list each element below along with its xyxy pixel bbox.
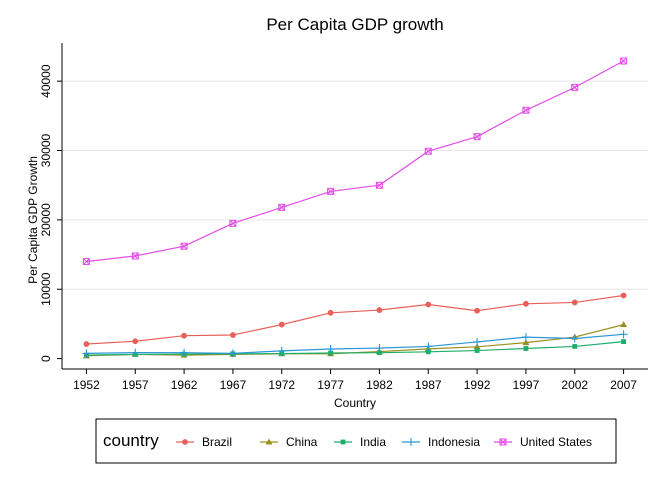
point-united-states-1952 — [82, 257, 90, 265]
point-united-states-1972 — [278, 203, 286, 211]
legend-swatch-marker-indonesia — [407, 438, 415, 446]
legend-label-indonesia: Indonesia — [428, 435, 480, 449]
point-brazil-1952 — [83, 341, 90, 347]
x-tick-label-1952: 1952 — [73, 378, 100, 392]
point-india-1982 — [377, 350, 382, 356]
point-india-1992 — [474, 348, 480, 353]
point-indonesia-1972 — [277, 346, 286, 355]
x-tick-label-1982: 1982 — [366, 378, 393, 392]
x-tick-label-1992: 1992 — [464, 378, 491, 392]
point-united-states-1982 — [375, 181, 383, 189]
point-brazil-2007 — [620, 292, 627, 299]
point-india-2007 — [621, 339, 626, 345]
point-united-states-2007 — [620, 57, 628, 65]
x-axis-title: Country — [334, 396, 376, 410]
legend-title: country — [103, 431, 159, 450]
y-tick-label-30000: 30000 — [39, 134, 53, 168]
x-tick-label-1977: 1977 — [317, 378, 344, 392]
point-indonesia-1997 — [521, 333, 530, 342]
point-china-1992 — [473, 343, 481, 350]
legend-item-indonesia: Indonesia — [402, 435, 480, 449]
point-brazil-1982 — [376, 307, 383, 313]
point-indonesia-1967 — [228, 349, 237, 358]
point-brazil-1977 — [327, 309, 334, 316]
point-indonesia-1952 — [82, 349, 91, 358]
legend-label-china: China — [286, 435, 318, 449]
x-tick-label-1972: 1972 — [268, 378, 295, 392]
point-united-states-1987 — [424, 147, 432, 155]
legend-swatch-marker-brazil — [182, 439, 188, 445]
point-china-1997 — [522, 339, 530, 346]
legend-item-united-states: United States — [494, 435, 592, 449]
point-brazil-1962 — [181, 332, 187, 339]
point-indonesia-2002 — [570, 334, 579, 343]
point-united-states-1997 — [522, 106, 530, 114]
point-indonesia-2007 — [619, 330, 628, 339]
point-india-1997 — [523, 346, 529, 351]
x-tick-label-2007: 2007 — [610, 378, 637, 392]
point-brazil-1997 — [523, 300, 529, 307]
y-tick-label-40000: 40000 — [39, 64, 53, 98]
point-indonesia-1957 — [131, 348, 140, 357]
point-brazil-1957 — [132, 338, 139, 345]
point-united-states-1977 — [327, 187, 335, 195]
point-brazil-1972 — [278, 321, 285, 328]
point-india-1987 — [425, 349, 431, 355]
x-tick-label-2002: 2002 — [561, 378, 588, 392]
x-tick-label-1997: 1997 — [513, 378, 540, 392]
x-axis-ticks: 1952 1957 1962 1967 1972 1977 1982 1987 1992 1997… — [73, 369, 637, 392]
y-tick-label-0: 0 — [39, 355, 53, 362]
legend-item-india: India — [334, 435, 386, 449]
series-brazil — [83, 292, 627, 347]
y-tick-label-20000: 20000 — [39, 203, 53, 237]
point-brazil-1967 — [230, 332, 236, 338]
point-brazil-2002 — [571, 299, 578, 306]
chart-title: Per Capita GDP growth — [266, 15, 443, 34]
point-india-2002 — [572, 344, 578, 349]
y-tick-label-10000: 10000 — [39, 272, 53, 306]
legend-item-china: China — [260, 435, 318, 449]
point-indonesia-1982 — [375, 344, 384, 353]
point-brazil-1987 — [425, 301, 432, 308]
legend-label-brazil: Brazil — [202, 435, 232, 449]
point-indonesia-1987 — [424, 342, 433, 351]
grid — [62, 80, 648, 290]
series-line-china — [86, 324, 624, 357]
legend-swatch-marker-china — [265, 438, 273, 445]
legend: country Brazil China India Indonesia United … — [95, 418, 617, 464]
point-brazil-1992 — [474, 307, 480, 314]
series-line-indonesia — [86, 333, 624, 354]
point-united-states-2002 — [571, 83, 579, 91]
x-tick-label-1967: 1967 — [220, 378, 247, 392]
y-axis-title: Per Capita GDP Growth — [26, 156, 40, 284]
x-tick-label-1962: 1962 — [171, 378, 198, 392]
legend-label-india: India — [360, 435, 386, 449]
series-united-states — [82, 57, 628, 265]
axes — [61, 43, 648, 370]
point-indonesia-1962 — [180, 348, 189, 357]
x-tick-label-1987: 1987 — [415, 378, 442, 392]
series-line-united-states — [86, 60, 624, 263]
series-line-brazil — [86, 294, 624, 345]
series — [82, 57, 628, 359]
point-indonesia-1992 — [473, 337, 482, 346]
y-axis-ticks: 0 10000 20000 30000 40000 — [39, 64, 62, 362]
series-indonesia — [82, 330, 628, 358]
legend-swatch-marker-united-states — [499, 438, 507, 446]
legend-swatch-marker-india — [340, 439, 346, 445]
x-tick-label-1957: 1957 — [122, 378, 149, 392]
legend-item-brazil: Brazil — [176, 435, 232, 449]
point-united-states-1962 — [180, 242, 188, 250]
point-united-states-1957 — [131, 252, 139, 260]
point-indonesia-1977 — [326, 345, 335, 354]
point-china-2007 — [620, 321, 628, 328]
point-united-states-1992 — [473, 133, 481, 141]
series-line-india — [86, 341, 624, 356]
point-united-states-1967 — [229, 219, 237, 227]
legend-label-united-states: United States — [520, 435, 592, 449]
